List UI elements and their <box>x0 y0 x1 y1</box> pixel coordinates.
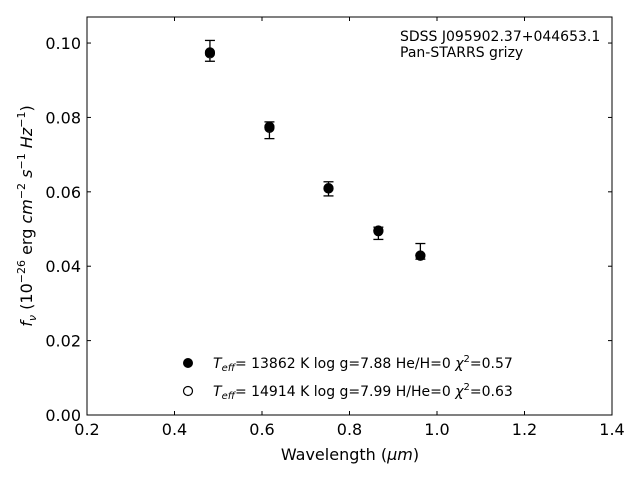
x-tick-label: 0.2 <box>74 420 99 439</box>
y-tick-label: 0.10 <box>45 34 81 53</box>
x-tick-label: 1.4 <box>599 420 624 439</box>
model-point-filled <box>204 47 216 58</box>
annotation-line2: Pan-STARRS grizy <box>400 45 523 61</box>
annotation-line1: SDSS J095902.37+044653.1 <box>400 29 600 45</box>
x-axis-label: Wavelength (μm) <box>281 445 419 464</box>
model-point-filled <box>264 121 275 132</box>
y-tick-label: 0.04 <box>45 257 81 276</box>
legend-marker-filled <box>183 358 193 368</box>
x-tick-label: 0.6 <box>249 420 274 439</box>
model-point-filled <box>323 183 334 194</box>
x-tick-label: 0.8 <box>337 420 362 439</box>
data-points <box>204 47 426 261</box>
y-tick-label: 0.06 <box>45 183 81 202</box>
y-tick-label: 0.02 <box>45 332 81 351</box>
legend-marker-open <box>182 385 194 397</box>
legend-entry-1: Teff= 13862 K log g=7.88 He/H=0 χ2=0.57 <box>213 354 513 374</box>
y-axis-label: fν (10−26 erg cm−2 s−1 Hz−1) <box>15 105 39 326</box>
legend-entry-2: Teff= 14914 K log g=7.99 H/He=0 χ2=0.63 <box>213 382 513 402</box>
error-bars <box>204 39 426 260</box>
y-tick-label: 0.08 <box>45 108 81 127</box>
legend: Teff= 13862 K log g=7.88 He/H=0 χ2=0.57 … <box>182 354 513 402</box>
model-point-filled <box>373 226 384 237</box>
axis-ticks: 0.2 0.4 0.6 0.8 1.0 1.2 1.4 0.00 0.02 0.04 0.06 0.0… <box>45 17 625 439</box>
x-tick-label: 1.0 <box>424 420 449 439</box>
x-tick-label: 1.2 <box>512 420 537 439</box>
x-tick-label: 0.4 <box>162 420 187 439</box>
model-point-filled <box>415 250 426 261</box>
y-tick-label: 0.00 <box>45 406 81 425</box>
